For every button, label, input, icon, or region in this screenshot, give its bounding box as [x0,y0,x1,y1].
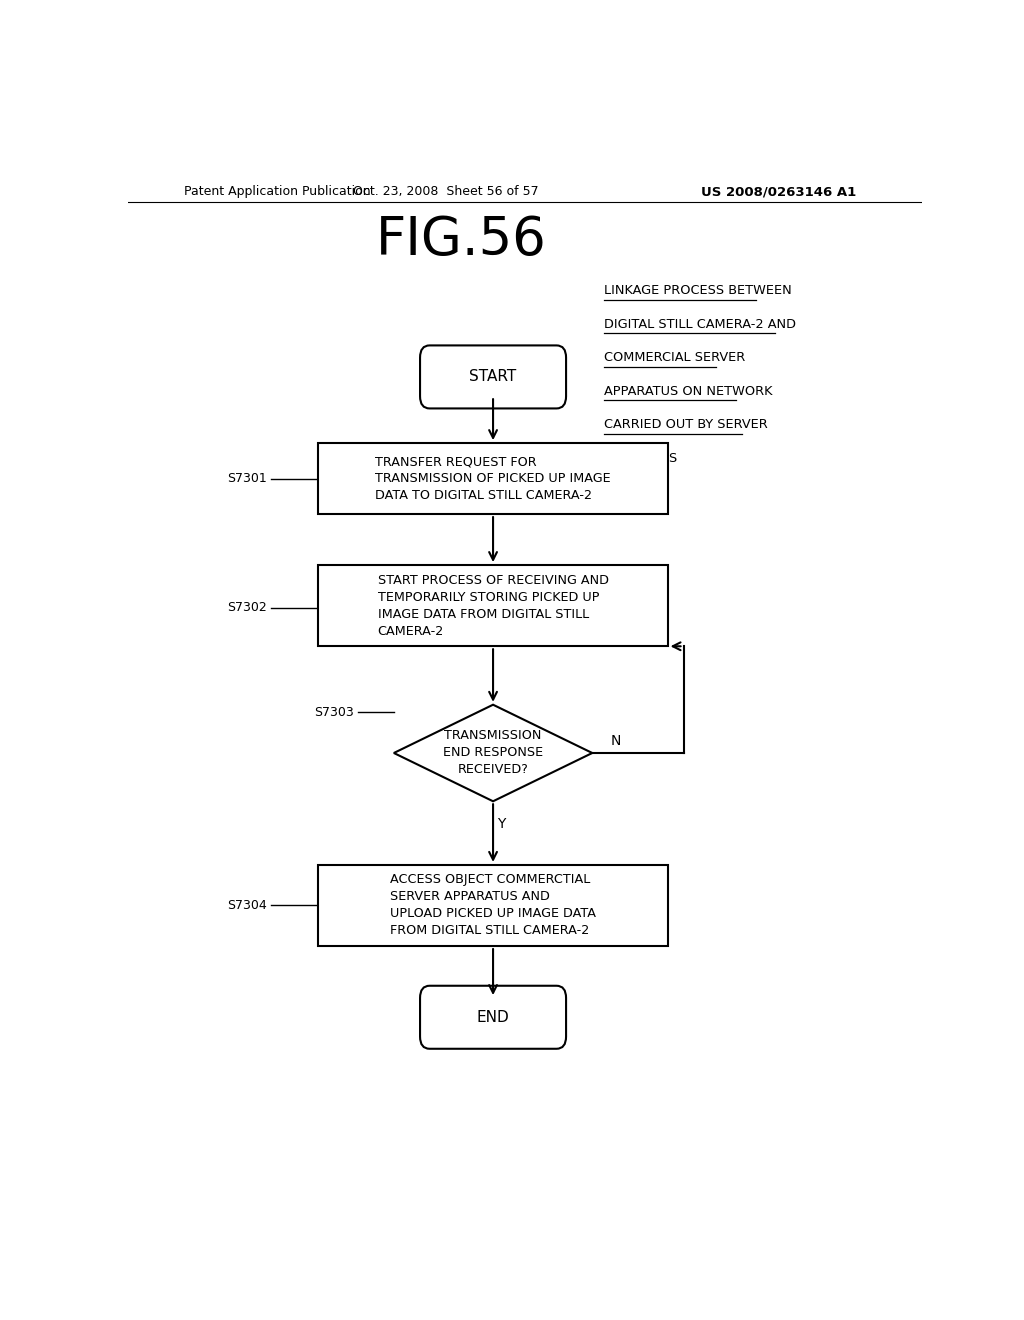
Text: Patent Application Publication: Patent Application Publication [183,185,371,198]
Text: TRANSFER REQUEST FOR
TRANSMISSION OF PICKED UP IMAGE
DATA TO DIGITAL STILL CAMER: TRANSFER REQUEST FOR TRANSMISSION OF PIC… [375,455,611,502]
Text: Oct. 23, 2008  Sheet 56 of 57: Oct. 23, 2008 Sheet 56 of 57 [352,185,539,198]
Text: CARRIED OUT BY SERVER: CARRIED OUT BY SERVER [604,418,768,432]
Bar [318,865,668,946]
FancyBboxPatch shape [420,986,566,1049]
Text: APPARATUS: APPARATUS [604,451,679,465]
Text: LINKAGE PROCESS BETWEEN: LINKAGE PROCESS BETWEEN [604,284,792,297]
Text: US 2008/0263146 A1: US 2008/0263146 A1 [701,185,856,198]
Text: ACCESS OBJECT COMMERCTIAL
SERVER APPARATUS AND
UPLOAD PICKED UP IMAGE DATA
FROM : ACCESS OBJECT COMMERCTIAL SERVER APPARAT… [390,874,596,937]
Text: FIG.56: FIG.56 [376,214,547,265]
Text: DIGITAL STILL CAMERA-2 AND: DIGITAL STILL CAMERA-2 AND [604,318,797,330]
Text: S7301: S7301 [227,473,267,484]
Text: START PROCESS OF RECEIVING AND
TEMPORARILY STORING PICKED UP
IMAGE DATA FROM DIG: START PROCESS OF RECEIVING AND TEMPORARI… [378,574,608,638]
Text: COMMERCIAL SERVER: COMMERCIAL SERVER [604,351,745,364]
Text: START: START [469,370,517,384]
Text: Y: Y [497,817,505,830]
Text: APPARATUS ON NETWORK: APPARATUS ON NETWORK [604,384,773,397]
Polygon shape [394,705,592,801]
Text: TRANSMISSION
END RESPONSE
RECEIVED?: TRANSMISSION END RESPONSE RECEIVED? [443,730,543,776]
Text: S7304: S7304 [227,899,267,912]
Text: N: N [611,734,622,748]
Text: S7303: S7303 [314,706,354,719]
Text: S7302: S7302 [227,601,267,614]
Bar [318,565,668,647]
Text: END: END [477,1010,509,1024]
Bar [318,444,668,515]
FancyBboxPatch shape [420,346,566,408]
